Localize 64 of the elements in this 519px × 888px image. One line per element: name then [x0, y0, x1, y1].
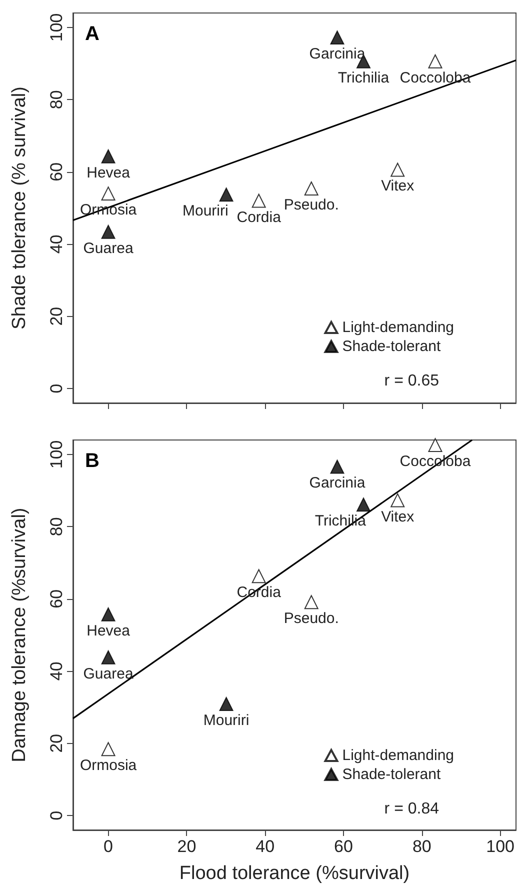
y-tick-label: 40	[47, 662, 66, 681]
annotation: Vitex	[381, 508, 415, 526]
annotation: Ormosia	[80, 757, 138, 774]
x-tick-label: 40	[256, 837, 275, 856]
annotation: Hevea	[86, 164, 131, 182]
annotation: r = 0.84	[384, 800, 440, 818]
x-axis-title: Flood tolerance (%survival)	[179, 863, 410, 884]
point	[304, 595, 318, 610]
point	[252, 569, 266, 584]
point	[101, 742, 116, 756]
y-tick-label: 60	[47, 162, 66, 182]
annotation: Mouriri	[182, 202, 228, 220]
x-tick-label: 0	[104, 837, 114, 856]
legend-label: Light-demanding	[342, 319, 454, 336]
point	[428, 54, 442, 68]
point	[356, 498, 370, 512]
point	[101, 607, 116, 622]
x-tick-label: 100	[486, 837, 515, 856]
text: A	[85, 23, 100, 45]
y-tick-label: 40	[47, 234, 66, 254]
point	[390, 493, 405, 508]
point	[219, 188, 234, 202]
legend-label: Light-demanding	[342, 747, 454, 764]
annotation: Trichilia	[338, 69, 390, 86]
point	[219, 696, 234, 711]
x-tick-label: 20	[177, 837, 196, 856]
y-tick-label: 80	[47, 517, 66, 536]
y-tick-label: 100	[47, 440, 66, 469]
y-tick-label: 80	[47, 90, 66, 110]
annotation: Coccoloba	[400, 69, 472, 86]
annotation: Pseudo.	[284, 610, 339, 628]
legend-label: Shade-tolerant	[342, 766, 442, 783]
y-tick-label: 60	[47, 589, 66, 608]
annotation: Garcinia	[309, 474, 366, 492]
point	[304, 182, 318, 196]
annotation: Pseudo.	[284, 196, 339, 214]
point	[390, 162, 405, 177]
x-tick-label: 60	[334, 837, 353, 856]
y-tick-label: 100	[47, 13, 66, 42]
annotation: Garcinia	[309, 46, 366, 63]
point	[101, 224, 116, 239]
y-tick-label: 20	[47, 306, 66, 326]
x-tick-label: 80	[412, 837, 432, 856]
point	[101, 149, 116, 164]
y-tick-label: 0	[47, 810, 66, 820]
point	[330, 460, 344, 474]
annotation: Hevea	[86, 622, 131, 640]
annotation: Vitex	[381, 178, 415, 195]
text: B	[85, 450, 100, 472]
point	[330, 30, 344, 45]
y-tick-label: 20	[47, 734, 66, 753]
y-axis-title: Damage tolerance (%survival)	[9, 508, 30, 762]
annotation: Cordia	[236, 208, 282, 226]
annotation: Guarea	[83, 665, 134, 682]
point	[252, 194, 266, 208]
point	[101, 186, 116, 201]
annotation: Guarea	[83, 240, 134, 257]
point	[428, 438, 442, 452]
annotation: r = 0.65	[384, 372, 440, 390]
y-axis-title: Shade tolerance (% survival)	[9, 86, 30, 330]
y-tick-label: 0	[47, 384, 66, 394]
point	[101, 650, 116, 664]
annotation: Mouriri	[203, 712, 250, 729]
legend-label: Shade-tolerant	[342, 338, 442, 355]
